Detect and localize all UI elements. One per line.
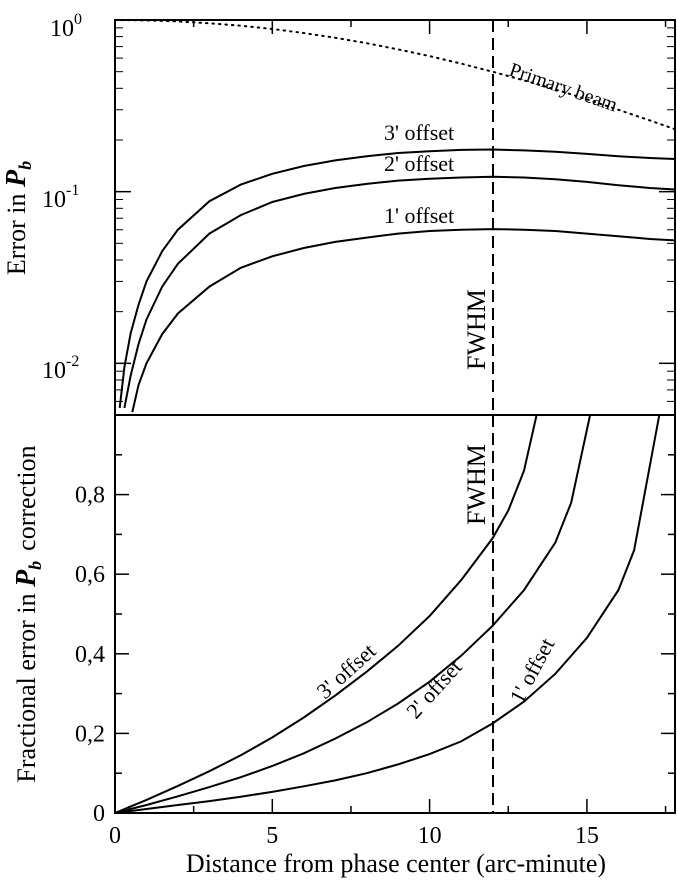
bottom-label-3-offset: 3' offset — [312, 638, 381, 704]
top-series-line-0 — [118, 148, 676, 409]
svg-text:10-2: 10-2 — [42, 353, 79, 384]
top-label-3-offset: 3' offset — [384, 120, 454, 145]
bottom-ytick-label-0: 0 — [93, 801, 105, 827]
bottom-panel: 0 0,2 0,4 0,6 0,8 0 5 10 15 Fractional error in … — [11, 414, 676, 878]
bottom-xtick-label-1: 5 — [266, 823, 278, 849]
bottom-ticks — [114, 414, 675, 814]
bottom-series-line-0 — [114, 414, 538, 814]
bottom-ytick-label-4: 0,8 — [75, 483, 105, 509]
svg-text:10-1: 10-1 — [42, 182, 79, 213]
top-fwhm-label: FWHM — [462, 289, 491, 370]
top-ticks — [114, 19, 675, 402]
top-ytick-label-2: 10-1 — [42, 182, 79, 213]
top-label-2-offset: 2' offset — [384, 151, 454, 176]
bottom-fwhm-label: FWHM — [462, 444, 491, 525]
top-panel: 100 10-1 10-2 Error in Pb 3' offset 2' o… — [1, 11, 676, 416]
top-series-line-1 — [123, 175, 676, 409]
bottom-label-1-offset: 1' offset — [504, 634, 559, 708]
bottom-ylabel: Fractional error in Pbcorrection — [11, 445, 45, 782]
bottom-xtick-label-2: 10 — [418, 823, 442, 849]
top-ytick-label-1: 100 — [50, 11, 82, 42]
top-series-line-2 — [131, 228, 676, 413]
bottom-ytick-label-2: 0,4 — [75, 642, 105, 668]
bottom-ytick-label-1: 0,2 — [75, 721, 105, 747]
bottom-series-line-1 — [114, 414, 592, 814]
bottom-xtick-label-0: 0 — [109, 823, 121, 849]
bottom-ytick-label-3: 0,6 — [75, 562, 105, 588]
bottom-curves — [114, 414, 661, 814]
bottom-plot-frame — [114, 414, 676, 814]
top-curves — [114, 19, 676, 413]
xlabel: Distance from phase center (arc-minute) — [186, 849, 606, 878]
bottom-tick-labels: 0 0,2 0,4 0,6 0,8 0 5 10 15 — [75, 483, 599, 849]
svg-text:100: 100 — [50, 11, 82, 42]
bottom-label-2-offset: 2' offset — [401, 654, 467, 723]
primary-beam-label: Primary beam — [506, 59, 620, 117]
top-label-1-offset: 1' offset — [384, 203, 454, 228]
top-series-line-3 — [114, 19, 676, 131]
top-ytick-label-3: 10-2 — [42, 353, 79, 384]
top-ylabel: Error in Pb — [1, 161, 35, 275]
bottom-series-line-2 — [114, 414, 661, 814]
bottom-xtick-label-3: 15 — [575, 823, 599, 849]
